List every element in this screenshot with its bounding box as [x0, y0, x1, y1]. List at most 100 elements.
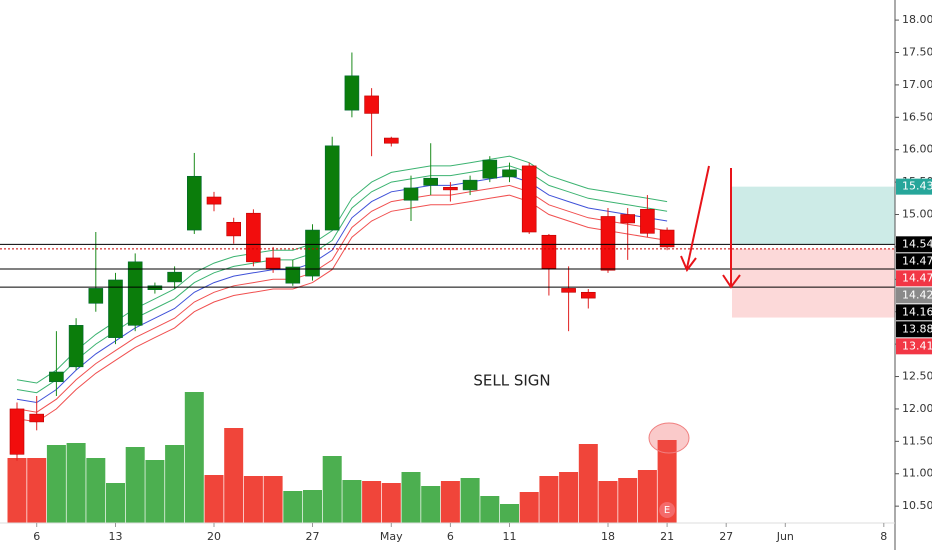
volume-bar	[125, 447, 145, 523]
volume-bar	[598, 481, 618, 523]
annotation: SELL SIGN	[473, 372, 550, 390]
x-tick-label: May	[380, 530, 403, 543]
candle-body	[88, 288, 104, 304]
price-label-box	[896, 338, 932, 355]
y-tick-label: 16.50	[902, 110, 932, 123]
volume-bar	[204, 475, 224, 523]
volume-bar	[184, 392, 204, 523]
ma-line	[16, 184, 668, 413]
volume-bar	[480, 496, 500, 523]
arrow-shaft	[686, 165, 710, 269]
candle-body	[541, 234, 557, 269]
price-label: 14.42	[902, 288, 932, 301]
candle-body	[580, 291, 596, 299]
volume-bar	[381, 483, 401, 523]
y-tick-label: 10.50	[902, 499, 932, 512]
x-tick-label: 8	[880, 530, 887, 543]
y-tick-label: 15.00	[902, 208, 932, 221]
volume-bar	[145, 460, 165, 523]
volume-bar	[362, 481, 382, 523]
x-tick-label: 18	[601, 530, 615, 543]
volume-bar	[106, 483, 125, 523]
volume-bar	[7, 458, 27, 523]
arrows	[680, 165, 741, 289]
candle-body	[443, 186, 458, 191]
candle-body	[187, 175, 202, 231]
price-label: 14.47	[902, 271, 932, 284]
volume-bar	[224, 428, 244, 523]
ma-line	[16, 194, 668, 423]
candle-body	[49, 371, 64, 383]
x-tick-label: 21	[660, 530, 674, 543]
volume-bar	[519, 492, 539, 523]
candle-body	[344, 75, 360, 111]
price-label: 14.54	[902, 237, 932, 250]
arrow-head	[722, 274, 741, 289]
candle-body	[659, 229, 675, 248]
price-label-box	[896, 304, 932, 321]
price-label-box	[896, 287, 932, 304]
candle-body	[147, 285, 163, 290]
x-tick-label: 20	[207, 530, 221, 543]
earnings-label: E	[664, 505, 670, 516]
candle-body	[600, 216, 616, 271]
volume-bar	[578, 444, 598, 523]
x-tick-label: 13	[109, 530, 123, 543]
volume-bar	[559, 472, 579, 523]
candle-body	[423, 177, 439, 186]
candle-body	[206, 196, 222, 205]
volume-bar	[637, 470, 657, 523]
y-tick-label: 17.50	[902, 45, 932, 58]
volume-bar	[460, 478, 480, 523]
volume-bar	[401, 472, 421, 523]
position-zone	[732, 186, 895, 245]
candle-body	[285, 266, 301, 284]
y-tick-label: 12.50	[902, 370, 932, 383]
arrow-head	[680, 255, 697, 272]
volume-bar	[283, 491, 303, 523]
volume-bar	[243, 476, 263, 523]
y-tick-label: 12.00	[902, 402, 932, 415]
candle-body	[502, 169, 517, 178]
candle-body	[561, 288, 576, 293]
price-label-box	[896, 270, 932, 287]
position-zone	[732, 248, 895, 318]
price-label-box	[896, 253, 932, 270]
x-tick-label: Jun	[776, 530, 794, 543]
price-label-box	[896, 178, 932, 195]
volume-bar	[27, 458, 47, 523]
volume-bar	[440, 481, 460, 523]
volume-bar	[539, 476, 559, 523]
candle-body	[68, 325, 84, 368]
x-tick-label: 27	[306, 530, 320, 543]
candle-body	[364, 95, 379, 114]
price-label: 14.16	[902, 305, 932, 318]
candle-body	[9, 408, 25, 455]
ma-line	[16, 175, 668, 404]
volume-bar	[657, 440, 677, 523]
y-tick-label: 11.50	[902, 434, 932, 447]
candle-body	[265, 257, 281, 269]
highlight-circle	[648, 422, 690, 454]
volume-bar	[421, 486, 441, 523]
x-tick-label: 6	[447, 530, 454, 543]
candle-body	[521, 165, 537, 233]
volume-bar	[165, 445, 185, 523]
candle-body	[167, 271, 182, 283]
volume-bar	[500, 504, 519, 523]
volume-bar	[263, 476, 283, 523]
price-label: 14.47	[902, 254, 932, 267]
candle-body	[620, 214, 636, 224]
volume-bar	[46, 445, 66, 523]
ma-line	[16, 155, 668, 384]
candle-body	[29, 413, 45, 423]
volume-bar	[342, 480, 362, 523]
candle-body	[246, 212, 261, 263]
price-label-box	[896, 236, 932, 253]
volume-bar	[322, 456, 342, 523]
candle-body	[127, 261, 143, 326]
volume-bar	[66, 443, 86, 523]
candle-body	[462, 179, 478, 191]
candle-body	[324, 145, 340, 231]
